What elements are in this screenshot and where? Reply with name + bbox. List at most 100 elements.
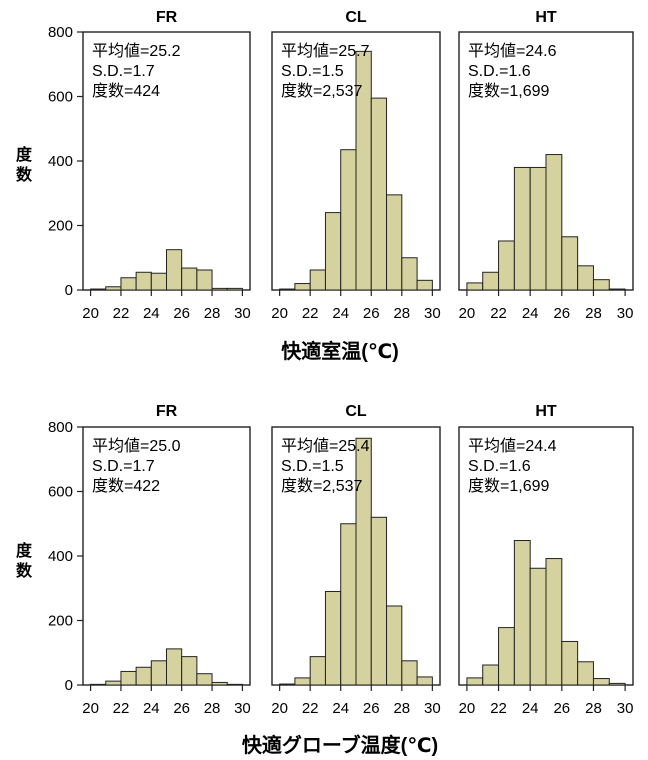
histogram-bar (166, 648, 183, 686)
histogram-bar (211, 681, 228, 686)
panel-title: CL (345, 9, 367, 26)
histogram-bar (529, 166, 547, 291)
stat-annotation: S.D.=1.7 (92, 63, 155, 80)
x-tick-label: 26 (363, 700, 380, 717)
histogram-bar (309, 656, 326, 686)
panel-title: FR (156, 403, 178, 420)
stat-annotation: S.D.=1.6 (468, 458, 531, 475)
histogram-bar (226, 287, 243, 291)
histogram-bar (545, 154, 563, 291)
stat-annotation: 平均値=24.6 (468, 42, 557, 60)
histogram-bar (608, 682, 626, 686)
histogram-bar (196, 673, 213, 686)
y-tick-label: 200 (48, 613, 73, 630)
x-axis-label: 快適室温(℃) (281, 339, 399, 363)
histogram-bar (324, 590, 342, 686)
histogram-bar (545, 558, 563, 686)
x-tick-label: 28 (393, 700, 410, 717)
y-tick-label: 800 (48, 24, 73, 41)
x-tick-label: 28 (204, 305, 221, 322)
histogram-bar (105, 680, 122, 686)
panel-title: CL (345, 403, 367, 420)
histogram-bar (181, 267, 198, 291)
histogram-bar (150, 660, 167, 686)
y-tick-label: 400 (48, 153, 73, 170)
x-tick-label: 30 (234, 700, 251, 717)
stat-annotation: 度数=1,699 (468, 477, 549, 495)
histogram-bar (561, 640, 579, 686)
stat-annotation: S.D.=1.5 (281, 63, 344, 80)
histogram-bar (279, 683, 296, 686)
stat-annotation: 度数=422 (92, 477, 160, 495)
histogram-bar (340, 149, 357, 291)
x-tick-label: 24 (143, 305, 160, 322)
x-tick-label: 30 (617, 700, 634, 717)
y-tick-label: 800 (48, 419, 73, 436)
stat-annotation: 平均値=25.7 (281, 42, 370, 60)
x-tick-label: 30 (234, 305, 251, 322)
stat-annotation: 度数=2,537 (281, 477, 362, 495)
histogram-bar (577, 661, 594, 686)
histogram-bar (513, 166, 531, 291)
x-tick-label: 24 (522, 700, 539, 717)
x-tick-label: 30 (617, 305, 634, 322)
histogram-bar (416, 676, 433, 686)
x-tick-label: 20 (459, 305, 476, 322)
x-tick-label: 28 (585, 700, 602, 717)
x-tick-label: 30 (424, 700, 441, 717)
x-tick-label: 30 (424, 305, 441, 322)
panel-title: FR (156, 9, 178, 26)
stat-annotation: 平均値=25.4 (281, 437, 370, 455)
stat-annotation: 度数=2,537 (281, 82, 362, 100)
histogram-bar (370, 97, 388, 291)
histogram-bar (386, 194, 403, 291)
histogram-bar (196, 269, 213, 291)
x-tick-label: 28 (393, 305, 410, 322)
stat-annotation: 平均値=24.4 (468, 437, 557, 455)
x-tick-label: 24 (143, 700, 160, 717)
x-tick-label: 24 (332, 700, 349, 717)
y-tick-label: 0 (65, 677, 73, 694)
stat-annotation: S.D.=1.7 (92, 458, 155, 475)
histogram-bar (592, 678, 610, 686)
x-tick-label: 28 (204, 700, 221, 717)
y-tick-label: 600 (48, 89, 73, 106)
x-tick-label: 26 (173, 305, 190, 322)
histogram-bar (466, 677, 484, 686)
x-tick-label: 22 (302, 700, 319, 717)
histogram-bar (90, 683, 107, 686)
x-tick-label: 28 (585, 305, 602, 322)
histogram-bar (90, 288, 107, 291)
stat-annotation: 度数=424 (92, 82, 160, 100)
histogram-bar (386, 605, 403, 686)
histogram-bar (105, 286, 122, 291)
x-tick-label: 24 (522, 305, 539, 322)
y-tick-label: 600 (48, 484, 73, 501)
x-tick-label: 26 (363, 305, 380, 322)
histogram-bar (482, 271, 500, 291)
x-tick-label: 20 (271, 305, 288, 322)
histogram-bar (513, 540, 531, 686)
histogram-bar (498, 240, 515, 291)
x-tick-label: 22 (113, 305, 130, 322)
y-axis-label: 度 (16, 541, 33, 560)
y-tick-label: 400 (48, 548, 73, 565)
histogram-bar (355, 437, 372, 686)
histogram-bar (120, 277, 137, 291)
x-tick-label: 20 (459, 700, 476, 717)
stat-annotation: 平均値=25.0 (92, 437, 181, 455)
x-tick-label: 26 (553, 305, 570, 322)
panel-title: HT (535, 9, 557, 26)
x-tick-label: 20 (82, 700, 99, 717)
y-tick-label: 200 (48, 218, 73, 235)
histogram-bar (135, 666, 152, 686)
histogram-bar (498, 627, 515, 686)
stat-annotation: S.D.=1.5 (281, 458, 344, 475)
x-tick-label: 22 (490, 700, 507, 717)
histogram-bar (416, 279, 433, 291)
histogram-bar (561, 236, 579, 291)
x-tick-label: 20 (271, 700, 288, 717)
histogram-bar (466, 282, 484, 291)
histogram-bar (529, 567, 547, 686)
